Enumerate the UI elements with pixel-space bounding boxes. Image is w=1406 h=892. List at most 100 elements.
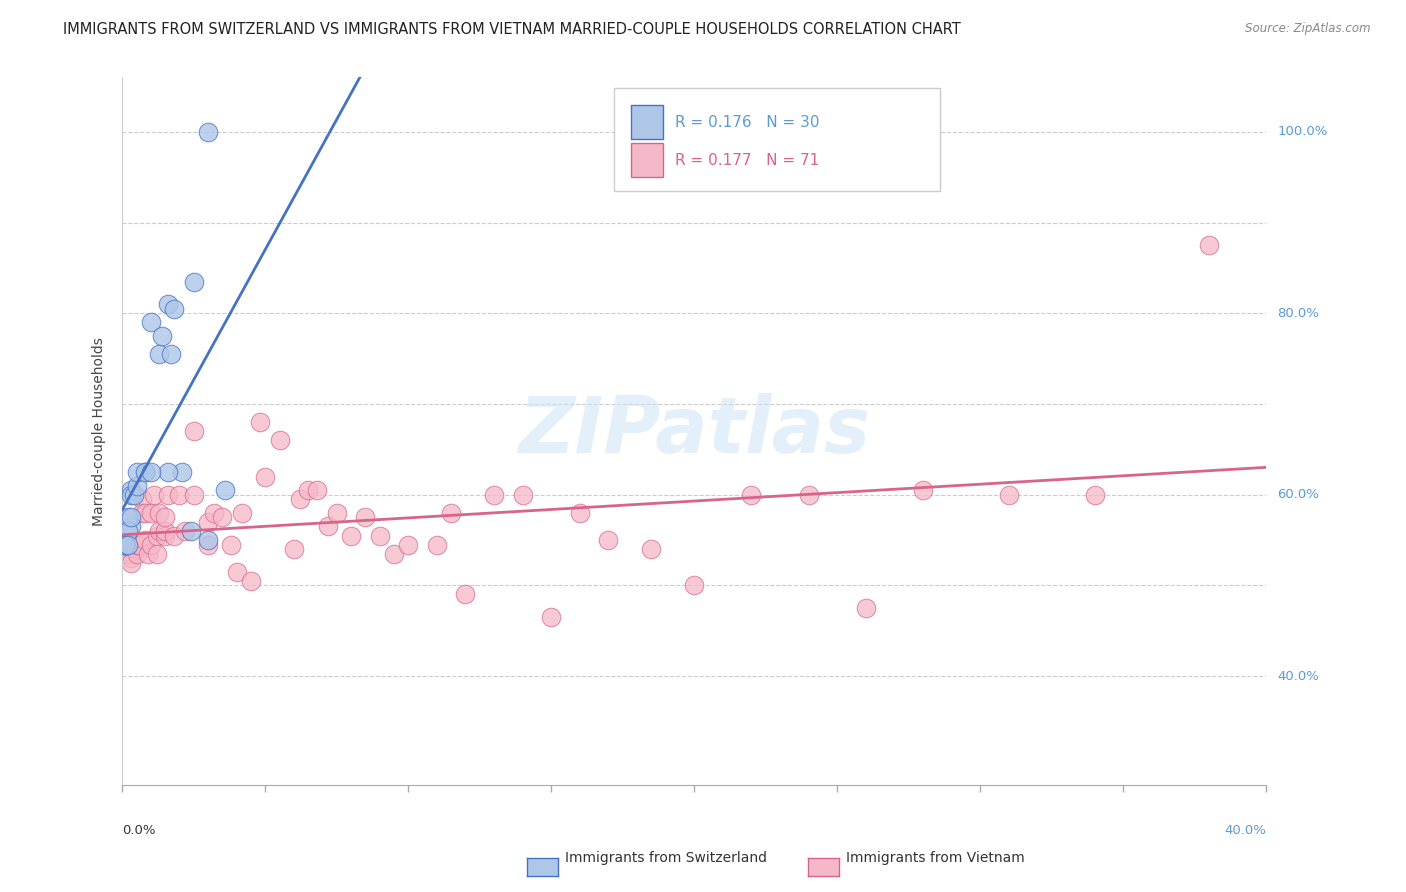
Point <box>120 556 142 570</box>
Text: 60.0%: 60.0% <box>1278 488 1319 501</box>
Point <box>148 524 170 538</box>
Y-axis label: Married-couple Households: Married-couple Households <box>93 337 107 525</box>
Point <box>134 465 156 479</box>
Point <box>136 547 159 561</box>
Point <box>153 524 176 538</box>
Point <box>153 510 176 524</box>
Point <box>117 524 139 538</box>
Point <box>117 547 139 561</box>
Text: Source: ZipAtlas.com: Source: ZipAtlas.com <box>1246 22 1371 36</box>
Point <box>998 488 1021 502</box>
Point <box>512 488 534 502</box>
Point <box>145 528 167 542</box>
Point <box>426 538 449 552</box>
Point <box>139 465 162 479</box>
Point <box>148 347 170 361</box>
Text: Immigrants from Switzerland: Immigrants from Switzerland <box>565 851 768 865</box>
Point <box>269 434 291 448</box>
Point <box>125 538 148 552</box>
Point <box>382 547 405 561</box>
Point <box>157 297 180 311</box>
Point <box>740 488 762 502</box>
Point <box>163 528 186 542</box>
Point <box>1198 238 1220 252</box>
Point <box>482 488 505 502</box>
Point <box>120 510 142 524</box>
Point <box>120 488 142 502</box>
Point <box>114 538 136 552</box>
Point <box>797 488 820 502</box>
Text: 0.0%: 0.0% <box>122 824 156 837</box>
Point <box>368 528 391 542</box>
Point <box>305 483 328 498</box>
Point <box>183 275 205 289</box>
Point <box>283 542 305 557</box>
Point <box>150 329 173 343</box>
Point <box>354 510 377 524</box>
Point <box>183 488 205 502</box>
Point <box>912 483 935 498</box>
Point <box>157 488 180 502</box>
Point <box>120 547 142 561</box>
Point <box>169 488 191 502</box>
Point <box>340 528 363 542</box>
Point <box>114 538 136 552</box>
Point <box>114 547 136 561</box>
Point <box>157 465 180 479</box>
Point <box>134 506 156 520</box>
Point <box>125 547 148 561</box>
Text: IMMIGRANTS FROM SWITZERLAND VS IMMIGRANTS FROM VIETNAM MARRIED-COUPLE HOUSEHOLDS: IMMIGRANTS FROM SWITZERLAND VS IMMIGRANT… <box>63 22 962 37</box>
Point <box>568 506 591 520</box>
Point <box>134 533 156 547</box>
Text: Immigrants from Vietnam: Immigrants from Vietnam <box>846 851 1025 865</box>
Point <box>163 301 186 316</box>
Point <box>454 587 477 601</box>
Point <box>114 538 136 552</box>
Point <box>142 488 165 502</box>
Point <box>148 506 170 520</box>
Point <box>131 492 153 507</box>
Point <box>153 528 176 542</box>
Text: 80.0%: 80.0% <box>1278 307 1319 320</box>
Point <box>122 488 145 502</box>
Text: R = 0.176   N = 30: R = 0.176 N = 30 <box>675 115 820 129</box>
Point <box>225 565 247 579</box>
Point <box>183 424 205 438</box>
Point <box>683 578 706 592</box>
Point <box>114 538 136 552</box>
Point <box>139 315 162 329</box>
FancyBboxPatch shape <box>631 105 664 139</box>
Point <box>131 506 153 520</box>
Point <box>396 538 419 552</box>
Point <box>125 478 148 492</box>
Point <box>125 542 148 557</box>
Point <box>288 492 311 507</box>
Point <box>120 483 142 498</box>
Point <box>240 574 263 588</box>
Point <box>254 469 277 483</box>
Point <box>139 538 162 552</box>
Point <box>125 465 148 479</box>
Point <box>211 510 233 524</box>
Point <box>540 610 562 624</box>
Text: R = 0.177   N = 71: R = 0.177 N = 71 <box>675 153 820 168</box>
Point <box>316 519 339 533</box>
Point <box>117 538 139 552</box>
FancyBboxPatch shape <box>631 144 664 178</box>
Point <box>172 465 194 479</box>
Point <box>640 542 662 557</box>
Point <box>598 533 620 547</box>
Point <box>326 506 349 520</box>
Point <box>160 347 183 361</box>
Point <box>128 538 150 552</box>
Point <box>197 533 219 547</box>
Point <box>249 415 271 429</box>
FancyBboxPatch shape <box>614 88 941 191</box>
Point <box>197 515 219 529</box>
Text: ZIPatlas: ZIPatlas <box>519 393 870 469</box>
Point <box>202 506 225 520</box>
Point <box>1084 488 1107 502</box>
Point <box>297 483 319 498</box>
Point <box>197 125 219 139</box>
Point <box>120 551 142 566</box>
